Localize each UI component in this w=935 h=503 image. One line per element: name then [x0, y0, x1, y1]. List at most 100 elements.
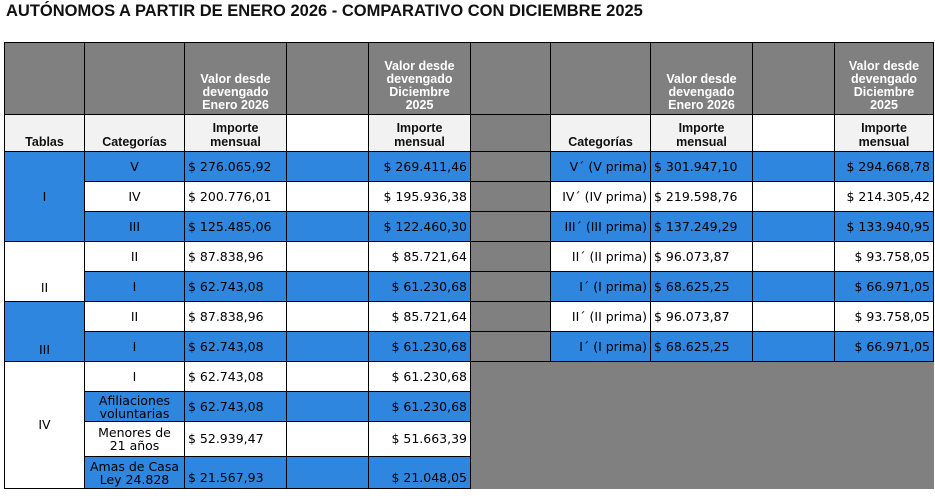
- table-row: IV $ 200.776,01 $ 195.936,38 IV´ (IV pri…: [5, 181, 934, 212]
- importe-enero-prima-cell: $ 96.073,87: [650, 301, 753, 332]
- importe-diciembre-prima-cell: $ 133.940,95: [834, 211, 934, 242]
- importe-diciembre-prima-cell: $ 214.305,42: [834, 181, 934, 212]
- importe-enero-cell: $ 200.776,01: [184, 181, 287, 212]
- table-row: I $ 62.743,08 $ 61.230,68 I´ (I prima) $…: [5, 271, 934, 302]
- categoria-cell: I: [84, 331, 185, 362]
- page-title: AUTÓNOMOS A PARTIR DE ENERO 2026 - COMPA…: [6, 2, 643, 20]
- categoria-cell: Menores de 21 años: [84, 421, 185, 457]
- header-diciembre-2025-prima: Valor desde devengado Diciembre 2025: [834, 42, 934, 115]
- importe-diciembre-cell: $ 21.048,05: [368, 456, 471, 489]
- blank-cell: [752, 241, 835, 272]
- importe-enero-prima-cell: $ 68.625,25: [650, 331, 753, 362]
- table-row: I $ 62.743,08 $ 61.230,68 I´ (I prima) $…: [5, 331, 934, 362]
- table-row: II II $ 87.838,96 $ 85.721,64 II´ (II pr…: [4, 241, 934, 302]
- blank-cell: [752, 211, 835, 242]
- header-diciembre-2025: Valor desde devengado Diciembre 2025: [368, 42, 471, 115]
- separator-cell: [470, 301, 551, 332]
- importe-enero-cell: $ 62.743,08: [184, 361, 287, 392]
- table-row: I V $ 276.065,92 $ 269.411,46 V´ (V prim…: [4, 151, 934, 242]
- header-importe-mensual: Importe mensual: [368, 114, 471, 152]
- header-enero-2026-prima: Valor desde devengado Enero 2026: [650, 42, 753, 115]
- table-row: III II $ 87.838,96 $ 85.721,64 II´ (II p…: [4, 301, 934, 362]
- blank-cell: [286, 301, 369, 332]
- importe-diciembre-cell: $ 269.411,46: [368, 151, 471, 182]
- importe-enero-cell: $ 87.838,96: [184, 301, 287, 332]
- importe-diciembre-prima-cell: $ 294.668,78: [834, 151, 934, 182]
- importe-diciembre-cell: $ 85.721,64: [368, 301, 471, 332]
- categoria-cell: IV: [84, 181, 185, 212]
- categoria-cell: II: [84, 301, 185, 332]
- categoria-cell: I: [84, 271, 185, 302]
- importe-enero-cell: $ 62.743,08: [184, 271, 287, 302]
- blank-cell: [286, 181, 369, 212]
- importe-diciembre-cell: $ 61.230,68: [368, 331, 471, 362]
- header-blank: [84, 42, 185, 115]
- categoria-prima-cell: V´ (V prima): [550, 151, 651, 182]
- separator-cell: [470, 181, 551, 212]
- importe-enero-prima-cell: $ 68.625,25: [650, 271, 753, 302]
- importe-enero-cell: $ 62.743,08: [184, 331, 287, 362]
- tabla-label: I: [4, 151, 85, 242]
- tabla-label: III: [4, 301, 85, 362]
- importe-enero-cell: $ 87.838,96: [184, 241, 287, 272]
- importe-diciembre-prima-cell: $ 66.971,05: [834, 271, 934, 302]
- importe-diciembre-cell: $ 85.721,64: [368, 241, 471, 272]
- categoria-cell: I: [84, 361, 185, 392]
- blank-cell: [286, 241, 369, 272]
- blank-cell: [752, 331, 835, 362]
- separator-cell: [470, 241, 551, 272]
- blank-cell: [470, 114, 551, 152]
- categoria-cell: Amas de Casa Ley 24.828: [84, 456, 185, 489]
- blank-cell: [286, 361, 369, 392]
- empty-gray-area: [470, 361, 934, 489]
- importe-enero-prima-cell: $ 137.249,29: [650, 211, 753, 242]
- importe-diciembre-cell: $ 195.936,38: [368, 181, 471, 212]
- importe-enero-prima-cell: $ 301.947,10: [650, 151, 753, 182]
- categoria-prima-cell: IV´ (IV prima): [550, 181, 651, 212]
- header-blank: [286, 42, 369, 115]
- table-row: III $ 125.485,06 $ 122.460,30 III´ (III …: [5, 211, 934, 242]
- table-row: Amas de Casa Ley 24.828 $ 21.567,93 $ 21…: [5, 456, 934, 489]
- header-importe-mensual-prima: Importe mensual: [834, 114, 934, 152]
- separator-cell: [470, 331, 551, 362]
- blank-cell: [286, 151, 369, 182]
- importe-diciembre-cell: $ 51.663,39: [368, 421, 471, 457]
- categoria-prima-cell: I´ (I prima): [550, 331, 651, 362]
- blank-cell: [286, 211, 369, 242]
- blank-cell: [752, 271, 835, 302]
- header-blank: [752, 42, 835, 115]
- blank-cell: [752, 114, 835, 152]
- blank-cell: [286, 456, 369, 489]
- header-enero-2026: Valor desde devengado Enero 2026: [184, 42, 287, 115]
- table-row: IV I $ 62.743,08 $ 61.230,68: [4, 361, 934, 489]
- importe-enero-cell: $ 62.743,08: [184, 391, 287, 422]
- categoria-prima-cell: I´ (I prima): [550, 271, 651, 302]
- header-importe-mensual-prima: Importe mensual: [650, 114, 753, 152]
- categoria-cell: Afiliaciones voluntarias: [84, 391, 185, 422]
- importe-enero-cell: $ 21.567,93: [184, 456, 287, 489]
- blank-cell: [286, 421, 369, 457]
- header-blank: [550, 42, 651, 115]
- categoria-prima-cell: II´ (II prima): [550, 241, 651, 272]
- blank-cell: [286, 271, 369, 302]
- categoria-prima-cell: II´ (II prima): [550, 301, 651, 332]
- blank-cell: [286, 114, 369, 152]
- importe-enero-cell: $ 276.065,92: [184, 151, 287, 182]
- categoria-cell: II: [84, 241, 185, 272]
- blank-cell: [752, 301, 835, 332]
- blank-cell: [286, 391, 369, 422]
- header-blank: [470, 42, 551, 115]
- importe-diciembre-cell: $ 61.230,68: [368, 271, 471, 302]
- header-importe-mensual: Importe mensual: [184, 114, 287, 152]
- importe-enero-prima-cell: $ 96.073,87: [650, 241, 753, 272]
- header-tablas: Tablas: [4, 114, 85, 152]
- separator-cell: [470, 151, 551, 182]
- separator-cell: [470, 271, 551, 302]
- categoria-cell: V: [84, 151, 185, 182]
- table-row: Afiliaciones voluntarias $ 62.743,08 $ 6…: [5, 391, 934, 422]
- blank-cell: [286, 331, 369, 362]
- separator-cell: [470, 211, 551, 242]
- importe-diciembre-prima-cell: $ 93.758,05: [834, 241, 934, 272]
- importe-diciembre-prima-cell: $ 66.971,05: [834, 331, 934, 362]
- categoria-prima-cell: III´ (III prima): [550, 211, 651, 242]
